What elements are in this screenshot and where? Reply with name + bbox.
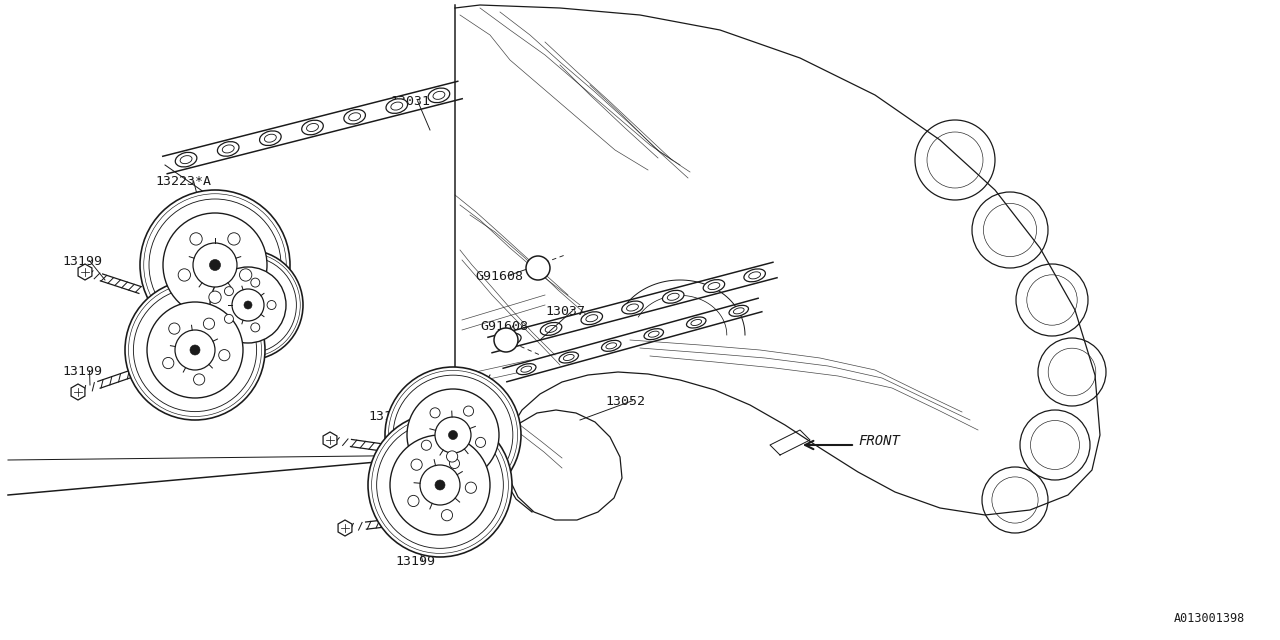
Circle shape bbox=[193, 243, 237, 287]
Circle shape bbox=[526, 256, 550, 280]
Circle shape bbox=[232, 289, 264, 321]
Circle shape bbox=[435, 480, 445, 490]
Ellipse shape bbox=[499, 333, 521, 346]
Ellipse shape bbox=[218, 141, 239, 156]
Text: 13034: 13034 bbox=[215, 315, 255, 328]
Text: 13223*B: 13223*B bbox=[134, 380, 191, 393]
Polygon shape bbox=[338, 520, 352, 536]
Circle shape bbox=[189, 233, 202, 245]
Text: 13199: 13199 bbox=[61, 255, 102, 268]
Text: A013001398: A013001398 bbox=[1174, 612, 1245, 625]
Circle shape bbox=[228, 233, 241, 245]
Text: 13223*C: 13223*C bbox=[435, 390, 492, 403]
Ellipse shape bbox=[730, 305, 749, 316]
Circle shape bbox=[442, 509, 453, 521]
Text: 13031: 13031 bbox=[390, 95, 430, 108]
Ellipse shape bbox=[540, 323, 562, 335]
Circle shape bbox=[169, 323, 180, 334]
Ellipse shape bbox=[302, 120, 324, 135]
Ellipse shape bbox=[703, 280, 724, 292]
Circle shape bbox=[390, 435, 490, 535]
Ellipse shape bbox=[663, 291, 684, 303]
Circle shape bbox=[251, 278, 260, 287]
Circle shape bbox=[204, 318, 215, 330]
Circle shape bbox=[209, 291, 221, 303]
Circle shape bbox=[239, 269, 252, 281]
Circle shape bbox=[408, 495, 419, 507]
Ellipse shape bbox=[602, 340, 621, 351]
Ellipse shape bbox=[517, 364, 536, 374]
Circle shape bbox=[147, 302, 243, 398]
Circle shape bbox=[251, 323, 260, 332]
Circle shape bbox=[193, 374, 205, 385]
Ellipse shape bbox=[581, 312, 603, 324]
Text: G91608: G91608 bbox=[475, 270, 524, 283]
Circle shape bbox=[385, 367, 521, 503]
Circle shape bbox=[407, 389, 499, 481]
Circle shape bbox=[125, 280, 265, 420]
Circle shape bbox=[369, 413, 512, 557]
Circle shape bbox=[494, 328, 518, 352]
Circle shape bbox=[268, 301, 276, 310]
Circle shape bbox=[224, 287, 233, 296]
Circle shape bbox=[163, 213, 268, 317]
Circle shape bbox=[189, 345, 200, 355]
Circle shape bbox=[421, 440, 431, 451]
Circle shape bbox=[466, 482, 476, 493]
Text: 13052: 13052 bbox=[605, 395, 645, 408]
Circle shape bbox=[475, 437, 485, 447]
Circle shape bbox=[224, 314, 233, 323]
Circle shape bbox=[420, 465, 460, 505]
Text: 13223*D: 13223*D bbox=[415, 530, 471, 543]
Ellipse shape bbox=[559, 352, 579, 363]
Ellipse shape bbox=[744, 269, 765, 282]
Ellipse shape bbox=[175, 152, 197, 167]
Circle shape bbox=[449, 458, 460, 468]
Circle shape bbox=[411, 459, 422, 470]
Circle shape bbox=[193, 250, 303, 360]
Text: 13037: 13037 bbox=[545, 305, 585, 318]
Circle shape bbox=[448, 431, 457, 440]
Circle shape bbox=[175, 330, 215, 370]
Circle shape bbox=[447, 451, 458, 462]
Circle shape bbox=[435, 417, 471, 453]
Circle shape bbox=[140, 190, 291, 340]
Circle shape bbox=[244, 301, 252, 309]
Text: 13223*A: 13223*A bbox=[155, 175, 211, 188]
Circle shape bbox=[210, 267, 285, 343]
Ellipse shape bbox=[260, 131, 282, 145]
Text: 13199: 13199 bbox=[61, 365, 102, 378]
Text: 13199: 13199 bbox=[369, 410, 408, 423]
Ellipse shape bbox=[428, 88, 449, 102]
Text: 13199: 13199 bbox=[396, 555, 435, 568]
Ellipse shape bbox=[622, 301, 644, 314]
Circle shape bbox=[210, 259, 220, 271]
Text: G91608: G91608 bbox=[480, 320, 529, 333]
Ellipse shape bbox=[644, 329, 663, 340]
Polygon shape bbox=[72, 384, 84, 400]
Text: FRONT: FRONT bbox=[858, 434, 900, 448]
Circle shape bbox=[163, 358, 174, 369]
Circle shape bbox=[178, 269, 191, 281]
Ellipse shape bbox=[344, 109, 366, 124]
Polygon shape bbox=[78, 264, 92, 280]
Polygon shape bbox=[323, 432, 337, 448]
Circle shape bbox=[219, 349, 230, 361]
Circle shape bbox=[430, 408, 440, 418]
Ellipse shape bbox=[686, 317, 707, 328]
Ellipse shape bbox=[387, 99, 407, 113]
Circle shape bbox=[463, 406, 474, 416]
